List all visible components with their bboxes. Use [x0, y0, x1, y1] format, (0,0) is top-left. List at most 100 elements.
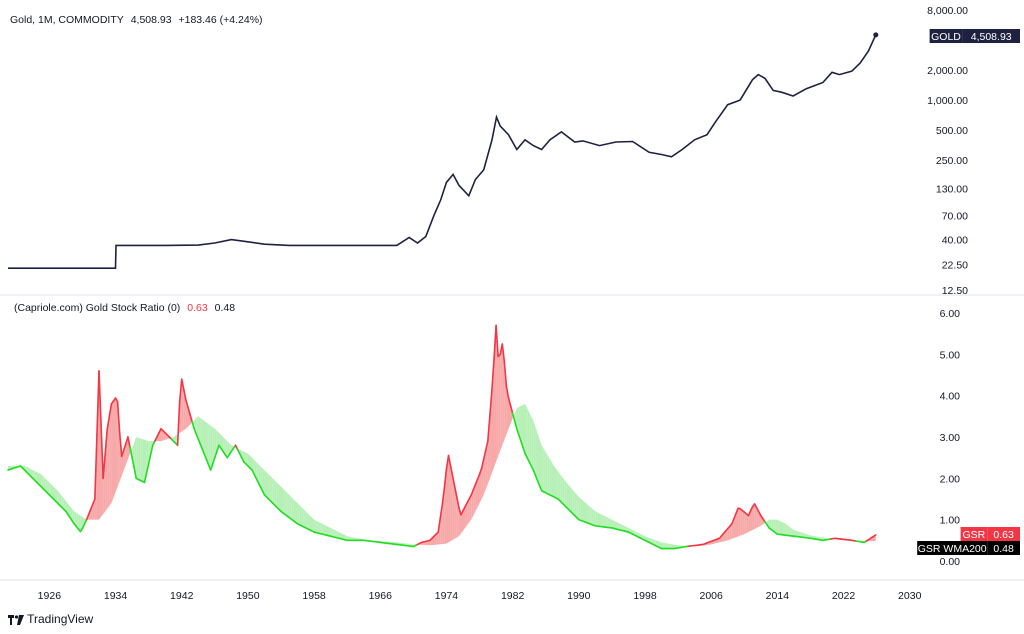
gsr-band-fill: [318, 521, 321, 534]
gsr-band-fill: [181, 379, 184, 432]
gsr-band-fill: [39, 473, 42, 487]
gsr-band-fill: [295, 501, 298, 524]
gsr-band-fill: [595, 511, 598, 527]
gsr-band-fill: [314, 519, 317, 533]
gsr-band-fill: [241, 450, 244, 462]
gsr-band-fill: [543, 448, 546, 493]
gsr-band-fill: [338, 532, 341, 539]
gsr-band-fill: [502, 344, 505, 446]
gsr-line-segment: [522, 446, 526, 455]
gsr-band-fill: [793, 530, 796, 537]
gsr-band-fill: [531, 416, 534, 471]
gsr-band-fill: [582, 500, 586, 522]
x-tick-label: 1950: [236, 590, 260, 602]
y-tick-label-bottom: 0.00: [940, 556, 961, 568]
gsr-band-fill: [725, 528, 728, 541]
gsr-line-segment: [91, 498, 96, 505]
x-tick-label: 1942: [170, 590, 194, 602]
gsr-band-fill: [260, 465, 263, 491]
gsr-band-fill: [227, 441, 230, 458]
gsr-line-segment: [133, 467, 138, 480]
brand-name: TradingView: [27, 612, 94, 626]
tradingview-brand[interactable]: TradingView: [8, 612, 93, 626]
gsr-band-fill: [206, 422, 209, 465]
gsr-line-segment: [447, 454, 452, 467]
y-tick-label-bottom: 1.00: [940, 515, 961, 527]
gsr-band-fill: [307, 513, 310, 530]
y-tick-label-bottom: 3.00: [940, 432, 961, 444]
gsr-band-fill: [529, 412, 532, 466]
gold-price-line-layer: [8, 32, 879, 269]
gsr-line-segment: [197, 438, 202, 446]
gsr-band-fill: [539, 439, 542, 491]
gsr-band-fill: [59, 493, 62, 508]
gsr-band-fill: [187, 407, 190, 427]
gsr-line-segment: [94, 434, 98, 500]
gsr-band-fill: [61, 495, 64, 510]
gsr-line-segment: [511, 412, 516, 422]
gsr-band-fill: [769, 519, 772, 530]
gsr-band-fill: [287, 492, 290, 518]
x-tick-label: 1982: [501, 590, 525, 602]
gsr-band-fill: [566, 482, 569, 510]
gsr-band-fill: [200, 417, 203, 450]
gsr-band-fill: [34, 471, 37, 483]
gsr-band-fill: [270, 476, 273, 504]
gsr-line-segment: [480, 458, 485, 470]
gold-price-tag-label: GOLD: [931, 31, 961, 43]
gsr-band-fill: [738, 508, 741, 537]
gsr-band-fill: [483, 450, 486, 495]
gsr-band-fill: [520, 404, 523, 448]
gsr-band-fill: [41, 474, 44, 489]
gsr-band-fill: [51, 484, 54, 499]
gsr-band-fill: [247, 453, 250, 468]
indicator-name[interactable]: (Capriole.com) Gold Stock Ratio (0): [14, 302, 181, 314]
gsr-band-fill: [47, 480, 50, 495]
gsr-band-fill: [55, 488, 58, 504]
gsr-band-fill: [99, 370, 102, 520]
gsr-line-segment: [131, 456, 135, 469]
gsr-line-segment: [205, 458, 210, 466]
gsr-band-fill: [427, 540, 430, 546]
gsr-line-segment: [515, 427, 520, 436]
x-tick-label: 2014: [766, 590, 790, 602]
gsr-band-fill: [434, 534, 437, 545]
price-change: +183.46 (+4.24%): [178, 14, 263, 26]
gsr-band-fill: [43, 476, 46, 491]
gsr-band-fill: [218, 432, 222, 449]
gsr-band-fill: [450, 465, 453, 542]
gsr-line-segment: [120, 449, 125, 458]
symbol-label[interactable]: Gold, 1M, COMMODITY: [10, 14, 124, 26]
gsr-band-fill: [558, 471, 561, 502]
gsr-band-fill: [347, 536, 350, 541]
gsr-line-segment: [85, 513, 90, 521]
gsr-band-fill: [312, 517, 315, 533]
gsr-band-fill: [496, 325, 499, 462]
gsr-band-fill: [473, 484, 476, 516]
gsr-band-fill: [117, 401, 120, 487]
gsr-line-segment: [532, 469, 537, 477]
x-tick-label: 2006: [700, 590, 724, 602]
gsr-band-fill: [605, 516, 608, 528]
gsr-line-segment: [458, 506, 462, 516]
gsr-price-tag-value-bg: [987, 527, 1020, 541]
gsr-band-fill: [744, 512, 747, 535]
gsr-band-fill: [533, 420, 536, 476]
gsr-line-segment: [873, 534, 877, 537]
gsr-line-segment: [185, 398, 189, 408]
gsr-band-fill: [299, 505, 302, 526]
gsr-line-segment: [89, 503, 94, 511]
gsr-band-fill: [340, 533, 344, 540]
y-tick-label-top: 40.00: [942, 235, 968, 247]
gsr-band-fill: [330, 527, 333, 537]
gsr-band-fill: [669, 543, 672, 549]
gsr-line-segment: [476, 473, 481, 481]
gsr-band-fill: [281, 486, 284, 513]
gsr-band-fill: [779, 520, 782, 535]
gsr-band-fill: [305, 511, 308, 529]
gsr-band-fill: [564, 479, 567, 508]
gsr-band-fill: [276, 482, 279, 510]
y-tick-label-top: 2,000.00: [927, 65, 968, 77]
gsr-line-segment: [503, 360, 508, 388]
gsr-band-fill: [624, 525, 627, 532]
